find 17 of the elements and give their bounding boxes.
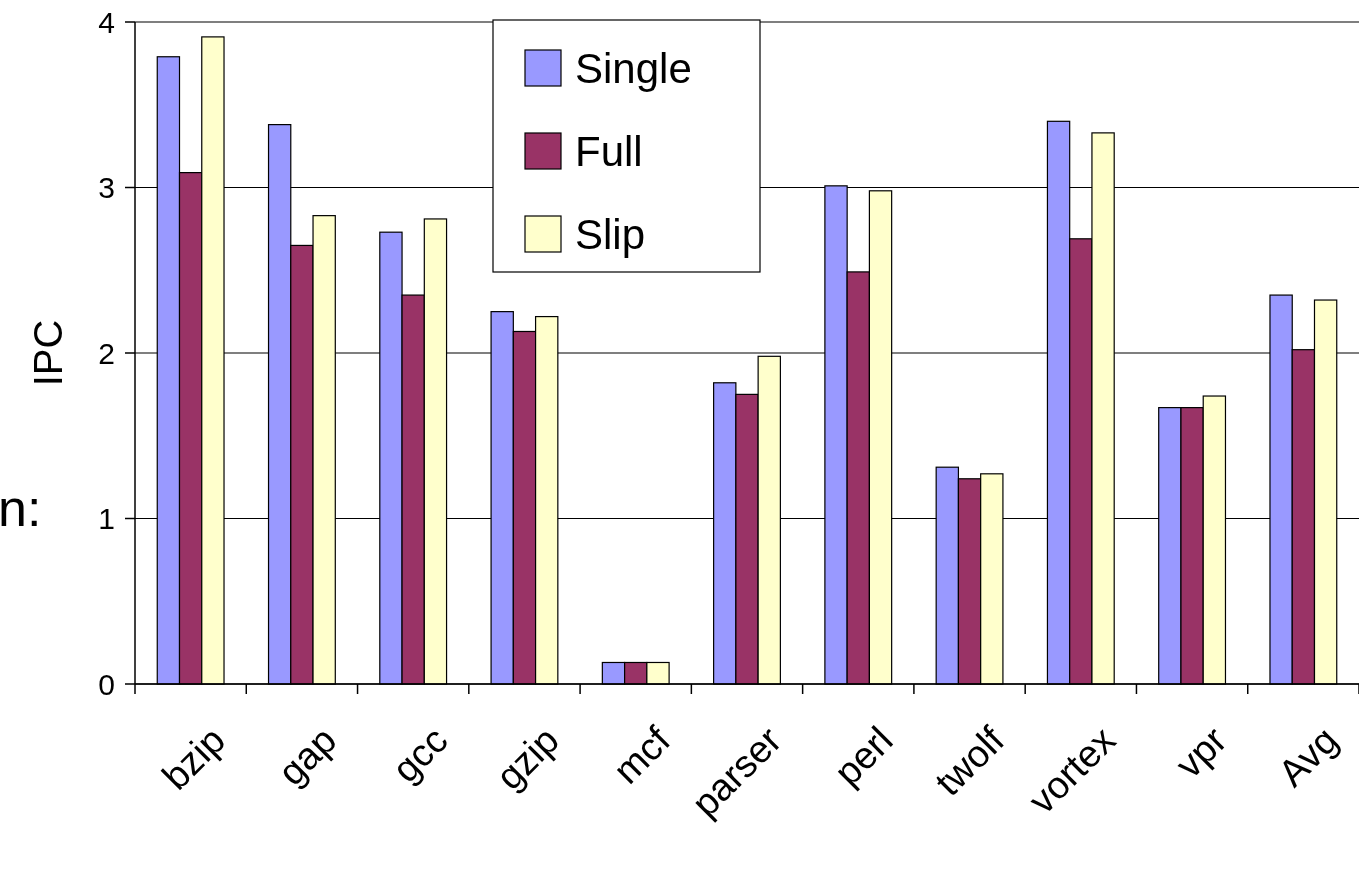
y-tick-label: 4 [98,5,115,39]
y-tick-label: 2 [98,336,115,370]
x-tick-label: vpr [1167,718,1235,786]
legend-label: Single [575,44,692,92]
x-tick-label: bzip [154,718,234,798]
y-axis-title: IPC [26,319,70,387]
legend-label: Slip [575,210,646,258]
x-tick-label: gcc [384,718,456,791]
text: n: [0,479,42,537]
y-tick-label: 3 [98,171,115,204]
x-tick-label: mcf [605,718,679,792]
y-tick-label: 1 [98,502,115,535]
x-tick-label: Avg [1270,718,1346,795]
legend-label: Full [575,127,643,175]
x-tick-label: gzip [487,718,567,798]
x-tick-label: gap [269,718,345,794]
y-tick-label: 0 [98,667,115,701]
